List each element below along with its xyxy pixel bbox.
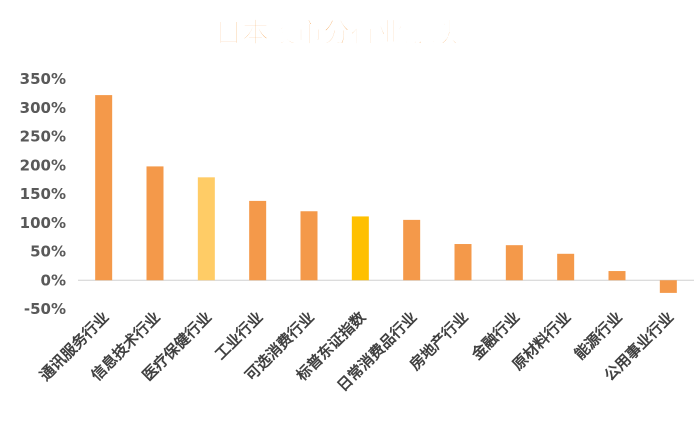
y-tick-label: 350%	[20, 70, 66, 88]
bar-5	[351, 216, 369, 281]
y-tick-label: 50%	[30, 243, 66, 261]
bar-9	[557, 253, 575, 281]
y-axis: 350% 300% 250% 200% 150% 100% 50% 0% -50%	[20, 70, 66, 318]
y-tick-label: 0%	[41, 271, 66, 289]
bar-7	[454, 244, 472, 281]
bar-2	[197, 177, 215, 281]
bar-11	[659, 280, 677, 293]
y-tick-label: 250%	[20, 128, 66, 146]
x-axis-labels: 通讯服务行业信息技术行业医疗保健行业工业行业可选消费行业标普东证指数日常消费品行…	[36, 307, 677, 395]
bar-3	[249, 200, 267, 281]
chart-title: 日本股市分行业涨跌幅	[215, 17, 485, 49]
y-tick-label: 300%	[20, 99, 66, 117]
bar-1	[146, 166, 164, 281]
bar-0	[95, 95, 113, 281]
bars	[95, 95, 677, 293]
y-tick-label: 150%	[20, 185, 66, 203]
y-tick-label: -50%	[24, 300, 66, 318]
y-tick-label: 100%	[20, 214, 66, 232]
y-tick-label: 200%	[20, 156, 66, 174]
bar-10	[608, 271, 626, 281]
bar-8	[505, 245, 523, 281]
bar-6	[403, 219, 421, 281]
bar-4	[300, 211, 318, 281]
